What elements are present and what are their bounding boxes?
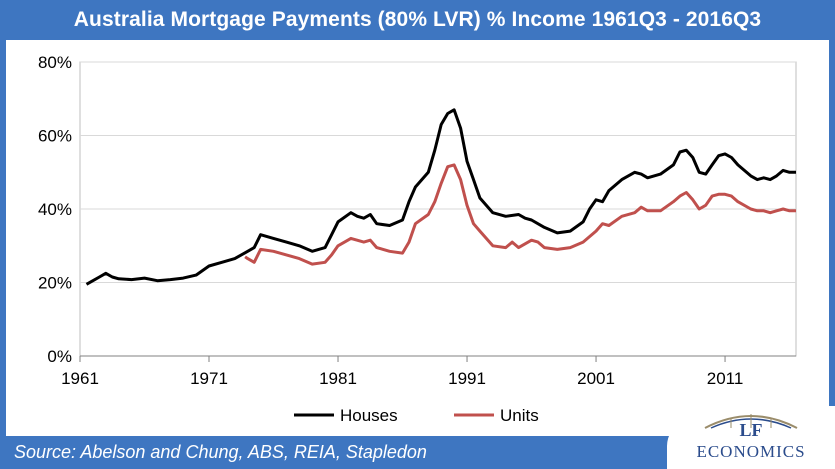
logo-text-economics: ECONOMICS xyxy=(696,442,806,461)
series-line-houses xyxy=(85,108,796,286)
x-tick-label: 2001 xyxy=(577,369,615,388)
legend-label-units: Units xyxy=(500,406,539,425)
y-tick-label: 80% xyxy=(38,53,72,72)
x-tick-label: 1971 xyxy=(190,369,228,388)
x-tick-label: 2011 xyxy=(707,369,744,388)
y-tick-label: 0% xyxy=(47,347,72,366)
lf-economics-logo: LF ECONOMICS xyxy=(667,406,835,469)
logo-text-lf: LF xyxy=(739,420,763,440)
series-line-units xyxy=(244,163,796,266)
y-tick-label: 20% xyxy=(38,274,72,293)
chart-panel: 0% 20% 40% 60% 80% 1961 1971 1981 1991 2001 2011 Ho… xyxy=(6,40,829,436)
legend-label-houses: Houses xyxy=(340,406,398,425)
line-chart: 0% 20% 40% 60% 80% 1961 1971 1981 1991 2001 2011 Ho… xyxy=(38,53,797,425)
page-title: Australia Mortgage Payments (80% LVR) % … xyxy=(73,8,762,31)
x-tick-label: 1981 xyxy=(319,369,357,388)
x-tick-label: 1961 xyxy=(61,369,99,388)
footer: Source: Abelson and Chung, ABS, REIA, St… xyxy=(0,406,835,469)
x-tick-label: 1991 xyxy=(448,369,486,388)
source-note: Source: Abelson and Chung, ABS, REIA, St… xyxy=(14,442,427,462)
y-tick-label: 40% xyxy=(38,200,72,219)
bridge-arc-icon xyxy=(704,414,798,429)
y-tick-label: 60% xyxy=(38,127,72,146)
